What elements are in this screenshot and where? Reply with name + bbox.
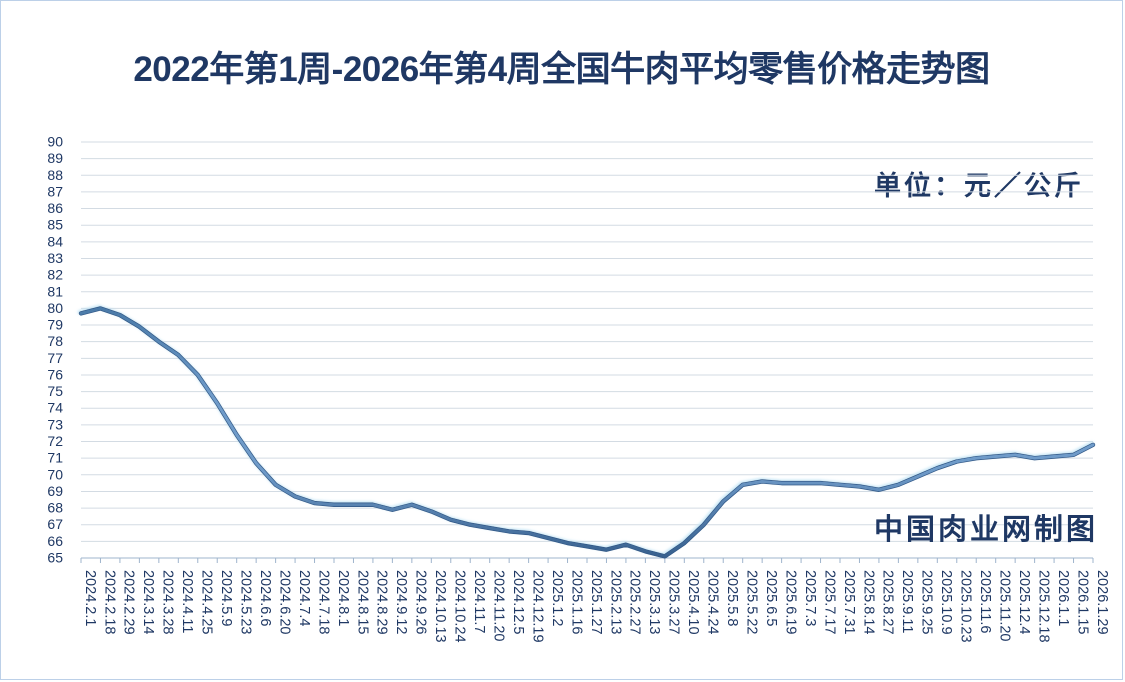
svg-text:87: 87 [47, 183, 63, 199]
svg-text:2024.8.29: 2024.8.29 [374, 570, 390, 635]
svg-text:2024.8.15: 2024.8.15 [354, 570, 370, 635]
svg-text:2025.5.8: 2025.5.8 [724, 570, 740, 626]
svg-text:75: 75 [47, 383, 63, 399]
svg-text:2025.1.27: 2025.1.27 [588, 570, 604, 635]
svg-text:2024.12.5: 2024.12.5 [510, 570, 526, 635]
svg-text:2024.12.19: 2024.12.19 [529, 570, 545, 643]
svg-text:78: 78 [47, 333, 63, 349]
svg-text:2026.1.1: 2026.1.1 [1055, 570, 1071, 626]
svg-text:2024.4.11: 2024.4.11 [179, 570, 195, 633]
svg-text:2025.6.5: 2025.6.5 [763, 570, 779, 626]
svg-text:2025.6.19: 2025.6.19 [782, 570, 798, 635]
svg-text:80: 80 [47, 300, 63, 316]
svg-text:2024.10.24: 2024.10.24 [452, 570, 468, 643]
svg-text:2025.9.11: 2025.9.11 [899, 570, 915, 633]
svg-text:2025.4.24: 2025.4.24 [705, 570, 721, 635]
svg-text:2025.11.6: 2025.11.6 [977, 570, 993, 633]
svg-text:2024.8.1: 2024.8.1 [335, 570, 351, 626]
svg-text:2024.7.4: 2024.7.4 [296, 570, 312, 626]
svg-text:88: 88 [47, 167, 63, 183]
svg-text:85: 85 [47, 217, 63, 233]
svg-text:2025.7.31: 2025.7.31 [841, 570, 857, 635]
svg-text:2025.4.10: 2025.4.10 [685, 570, 701, 635]
svg-text:2024.7.18: 2024.7.18 [315, 570, 331, 635]
svg-text:73: 73 [47, 416, 63, 432]
svg-text:2025.2.13: 2025.2.13 [607, 570, 623, 635]
svg-text:70: 70 [47, 466, 63, 482]
svg-text:2024.10.13: 2024.10.13 [432, 570, 448, 643]
svg-text:2025.8.27: 2025.8.27 [880, 570, 896, 635]
svg-text:79: 79 [47, 317, 63, 333]
svg-text:83: 83 [47, 250, 63, 266]
svg-text:2024.4.25: 2024.4.25 [199, 570, 215, 635]
svg-text:76: 76 [47, 366, 63, 382]
svg-text:2024.5.23: 2024.5.23 [237, 570, 253, 635]
svg-text:2024.2.29: 2024.2.29 [121, 570, 137, 635]
svg-text:2025.12.18: 2025.12.18 [1035, 570, 1051, 643]
svg-text:2024.5.9: 2024.5.9 [218, 570, 234, 626]
svg-text:2025.12.4: 2025.12.4 [1016, 570, 1032, 635]
svg-text:69: 69 [47, 483, 63, 499]
svg-text:2025.8.14: 2025.8.14 [860, 570, 876, 635]
svg-text:2024.6.20: 2024.6.20 [276, 570, 292, 635]
svg-text:2025.10.23: 2025.10.23 [958, 570, 974, 643]
svg-text:67: 67 [47, 516, 63, 532]
svg-text:2025.7.3: 2025.7.3 [802, 570, 818, 626]
svg-text:90: 90 [47, 134, 63, 150]
svg-text:71: 71 [47, 450, 63, 466]
svg-text:2024.2.1: 2024.2.1 [82, 570, 98, 626]
svg-text:2024.11.7: 2024.11.7 [471, 570, 487, 633]
svg-text:2026.1.15: 2026.1.15 [1074, 570, 1090, 635]
svg-text:2025.2.27: 2025.2.27 [627, 570, 643, 635]
svg-text:2025.3.27: 2025.3.27 [666, 570, 682, 635]
svg-text:2024.3.28: 2024.3.28 [160, 570, 176, 635]
svg-text:74: 74 [47, 400, 63, 416]
svg-text:2024.3.14: 2024.3.14 [140, 570, 156, 635]
svg-text:86: 86 [47, 200, 63, 216]
svg-text:2024.9.12: 2024.9.12 [393, 570, 409, 635]
svg-text:65: 65 [47, 550, 63, 566]
svg-text:2025.3.13: 2025.3.13 [646, 570, 662, 635]
svg-text:2024.9.26: 2024.9.26 [413, 570, 429, 635]
svg-text:72: 72 [47, 433, 63, 449]
svg-text:2024.6.6: 2024.6.6 [257, 570, 273, 626]
svg-text:2024.2.18: 2024.2.18 [101, 570, 117, 635]
svg-text:66: 66 [47, 533, 63, 549]
svg-text:2025.1.16: 2025.1.16 [568, 570, 584, 635]
svg-text:2025.10.9: 2025.10.9 [938, 570, 954, 635]
svg-text:82: 82 [47, 267, 63, 283]
svg-text:2025.1.2: 2025.1.2 [549, 570, 565, 626]
svg-text:68: 68 [47, 500, 63, 516]
svg-text:89: 89 [47, 150, 63, 166]
svg-text:2025.5.22: 2025.5.22 [743, 570, 759, 635]
svg-text:2025.11.20: 2025.11.20 [996, 570, 1012, 642]
svg-text:84: 84 [47, 233, 63, 249]
svg-text:2024.11.20: 2024.11.20 [490, 570, 506, 642]
svg-text:77: 77 [47, 350, 63, 366]
svg-text:81: 81 [47, 283, 63, 299]
svg-text:2025.9.25: 2025.9.25 [919, 570, 935, 635]
svg-text:2026.1.29: 2026.1.29 [1094, 570, 1110, 635]
svg-text:2025.7.17: 2025.7.17 [821, 570, 837, 635]
